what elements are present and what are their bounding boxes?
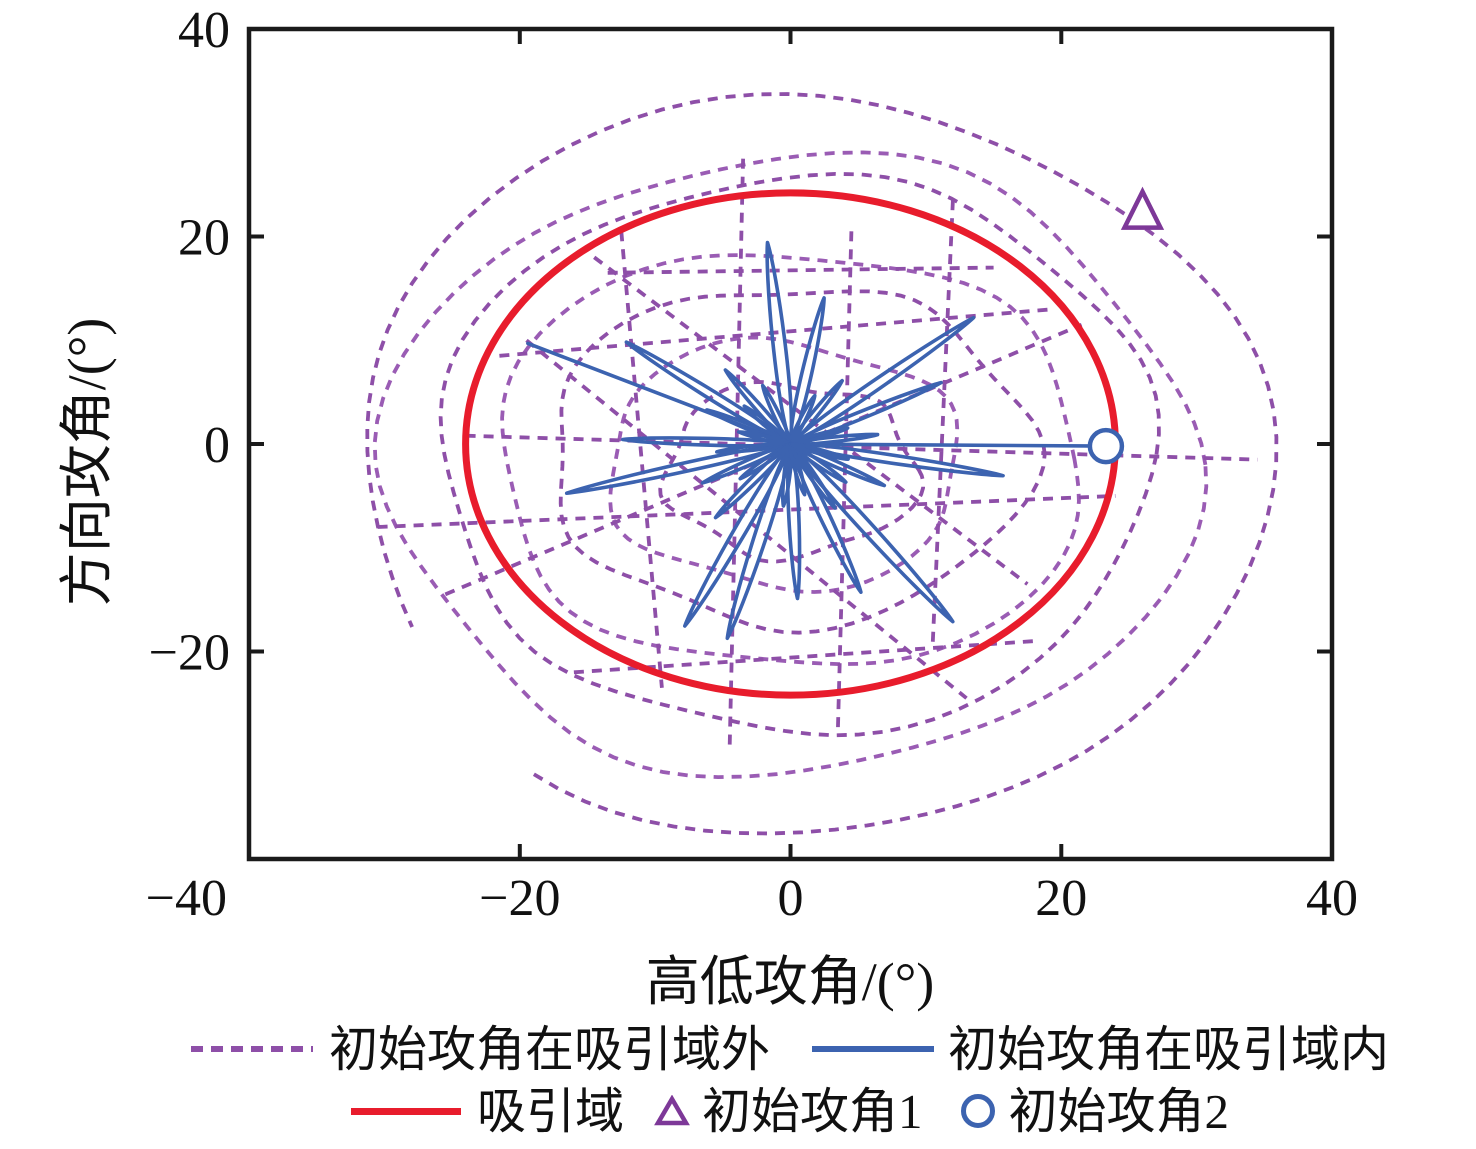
outside-trajectory-chord [836, 231, 854, 730]
inside-trajectory-petal [788, 393, 817, 446]
legend: 初始攻角在吸引域外 初始攻角在吸引域内 吸引域 初始攻角1 初始攻角2 [52, 1018, 1476, 1142]
corner-tick-label: −40 [146, 870, 227, 927]
outside-trajectory-loop [608, 335, 960, 594]
outside-trajectory-loop [500, 253, 1081, 667]
outside-trajectory-loop [372, 150, 1209, 780]
outside-trajectory-chord [593, 255, 1029, 586]
inside-trajectory-petal [788, 442, 837, 510]
outside-trajectory-chord [465, 433, 1258, 462]
legend-circle-marker-icon [960, 1094, 995, 1128]
legend-triangle-marker-icon [654, 1095, 690, 1127]
y-tick-label: 0 [204, 417, 230, 474]
inside-trajectory-petal [788, 442, 955, 624]
x-tick-label: 0 [778, 870, 804, 927]
legend-solid-red-line-swatch [350, 1107, 461, 1115]
inside-trajectory-petal [788, 296, 826, 445]
legend-row-1: 初始攻角在吸引域外 初始攻角在吸引域内 [190, 1018, 1390, 1080]
inside-trajectory-petal [789, 442, 1005, 478]
outside-trajectory-chord [499, 307, 1055, 358]
outside-trajectory-chord [727, 158, 745, 751]
outside-trajectory-loop [558, 289, 1047, 635]
x-axis-label: 高低攻角/(°) [646, 952, 935, 1012]
legend-label-inside: 初始攻角在吸引域内 [948, 1021, 1390, 1077]
legend-label-marker1: 初始攻角1 [701, 1083, 923, 1139]
outside-trajectory-chord [525, 338, 968, 700]
outside-trajectory-loop [365, 92, 1279, 836]
legend-dashed-line-swatch [190, 1046, 313, 1052]
inside-trajectory-petal [789, 315, 976, 446]
y-tick-label: −20 [149, 625, 230, 682]
inside-trajectory-petal [789, 442, 850, 461]
outside-trajectory-chord [607, 265, 994, 275]
initial-angle-2-circle-marker [1087, 427, 1125, 465]
x-tick-label: 40 [1306, 870, 1358, 927]
inside-trajectory-petal [624, 340, 792, 446]
inside-trajectory-petal [760, 383, 793, 446]
initial-angle-1-triangle-marker [1120, 186, 1165, 230]
y-axis-label: 方向攻角/(°) [57, 318, 117, 607]
y-tick-label: 40 [178, 2, 230, 59]
outside-trajectory-chord [619, 231, 664, 688]
inside-trajectory-petal [713, 442, 793, 520]
outside-trajectory-loop [438, 171, 1161, 738]
x-tick-label: −20 [479, 870, 560, 927]
x-tick-label: 20 [1035, 870, 1087, 927]
outside-trajectory-chord [930, 200, 955, 647]
inside-trajectory-petal [765, 240, 794, 445]
inside-trajectory-petal [683, 442, 793, 628]
inside-trajectory-petal [715, 441, 792, 454]
legend-solid-blue-line-swatch [812, 1046, 934, 1052]
outside-trajectory-loop [658, 380, 926, 564]
inside-trajectory-ray [788, 442, 1108, 448]
inside-trajectory-petal [789, 426, 850, 446]
inside-trajectory-petal [564, 442, 792, 495]
legend-label-marker2: 初始攻角2 [1008, 1083, 1230, 1139]
inside-trajectory-petal [725, 443, 793, 641]
legend-label-domain: 吸引域 [476, 1083, 624, 1139]
legend-label-outside: 初始攻角在吸引域外 [328, 1021, 770, 1077]
y-tick-label: 20 [178, 210, 230, 267]
legend-row-2: 吸引域 初始攻角1 初始攻角2 [350, 1080, 1230, 1142]
